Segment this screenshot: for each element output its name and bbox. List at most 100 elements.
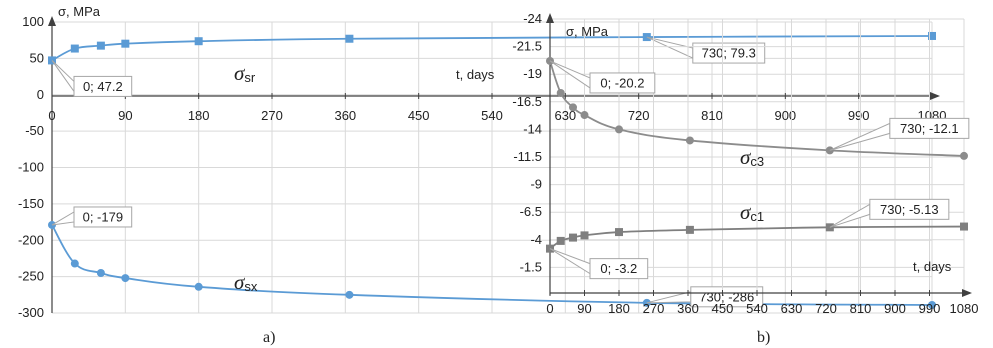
chart-a-annotations: 0; 47.2 730; 79.3 0; -179 730; -286 — [51, 36, 766, 308]
data-point — [121, 39, 130, 48]
data-point — [194, 37, 203, 46]
annotation-callout: 0; -20.2 — [549, 60, 656, 94]
y-tick-label: -250 — [18, 269, 44, 284]
x-tick-label: 360 — [334, 108, 356, 123]
x-tick-label: 90 — [577, 301, 591, 316]
annotation-callout: 0; -3.2 — [549, 248, 649, 280]
y-tick-label: -200 — [18, 232, 44, 247]
y-tick-label: -100 — [18, 160, 44, 175]
data-point — [569, 103, 577, 112]
y-tick-label: -24 — [523, 11, 542, 26]
annotation-box — [73, 206, 133, 228]
data-point — [960, 151, 968, 160]
x-tick-label: 810 — [850, 301, 872, 316]
x-tick-label: 1080 — [950, 301, 979, 316]
chart-b-y-axis-label: σ, MPa — [566, 24, 609, 39]
x-tick-label: 0 — [546, 301, 553, 316]
annotation-box — [692, 42, 766, 64]
series-label-sigma-c3: σc3 — [740, 145, 764, 169]
data-point — [928, 300, 936, 309]
annotation-box — [869, 198, 950, 220]
y-tick-label: -19 — [523, 66, 542, 81]
annotation-pointer — [51, 60, 75, 93]
series-label-sigma-c1: σc1 — [740, 200, 764, 224]
data-point — [569, 233, 577, 242]
data-point — [194, 282, 203, 291]
annotation-text: 0; -20.2 — [600, 75, 644, 90]
data-point — [345, 290, 354, 299]
data-point — [928, 31, 936, 40]
y-tick-label: -150 — [18, 196, 44, 211]
annotation-callout: 0; -179 — [51, 206, 133, 228]
annotation-box — [690, 286, 764, 308]
data-point — [96, 41, 105, 50]
series-line — [51, 224, 933, 306]
annotation-pointer — [51, 211, 75, 226]
y-tick-label: -16.5 — [512, 94, 542, 109]
y-tick-label: -6.5 — [520, 204, 542, 219]
x-tick-label: 270 — [261, 108, 283, 123]
data-point — [960, 222, 968, 231]
chart-b-caption: b) — [757, 329, 770, 346]
y-tick-label: 0 — [37, 87, 44, 102]
y-tick-label: -50 — [25, 123, 44, 138]
chart-b: -24 -21.5 -19 -16.5 -14 -11.5 -9 -6.5 -4 -1.5 0 90 1… — [512, 11, 978, 346]
y-tick-label: 100 — [22, 14, 44, 29]
data-point — [556, 236, 565, 245]
x-tick-label: 720 — [628, 108, 650, 123]
annotation-text: 0; -3.2 — [600, 261, 637, 276]
x-tick-label: 180 — [608, 301, 630, 316]
chart-a-x-axis-label: t, days — [456, 67, 495, 82]
x-tick-label: 900 — [884, 301, 906, 316]
data-point — [580, 111, 589, 120]
series-sigma-symbol: σ — [234, 270, 246, 294]
data-point — [615, 228, 623, 237]
x-tick-label: 540 — [481, 108, 503, 123]
data-point — [685, 136, 694, 145]
x-tick-label: 630 — [781, 301, 803, 316]
chart-a-y-axis-label: σ, MPa — [58, 4, 101, 19]
annotation-callout: 0; 47.2 — [51, 60, 133, 97]
chart-a-axes — [48, 16, 940, 313]
x-tick-label: 990 — [848, 108, 870, 123]
annotation-text: 730; 79.3 — [702, 46, 756, 61]
x-tick-label: 180 — [188, 108, 210, 123]
series-sigma-symbol: σ — [740, 145, 752, 169]
data-point — [121, 274, 130, 283]
chart-a: 100 50 0 -50 -100 -150 -200 -250 -300 0 90 180 270 36… — [18, 4, 946, 346]
chart-a-tick-labels: 100 50 0 -50 -100 -150 -200 -250 -300 0 90 180 270 36… — [18, 14, 946, 320]
series-subscript: c3 — [750, 154, 764, 169]
series-label-sigma-sx: σsx — [234, 270, 258, 294]
y-tick-label: -300 — [18, 305, 44, 320]
x-tick-label: 810 — [701, 108, 723, 123]
x-tick-label: 270 — [643, 301, 665, 316]
x-tick-label: 90 — [118, 108, 132, 123]
data-point — [580, 231, 589, 240]
series-sigma-symbol: σ — [740, 200, 752, 224]
data-point — [70, 259, 79, 268]
annotation-text: 730; -12.1 — [900, 121, 959, 136]
x-tick-label: 900 — [774, 108, 796, 123]
annotation-callout: 730; -5.13 — [829, 198, 950, 228]
x-tick-label: 720 — [815, 301, 837, 316]
annotation-box — [589, 258, 649, 280]
data-point — [70, 44, 79, 53]
chart-a-grid — [51, 21, 933, 314]
series-subscript: c1 — [750, 209, 764, 224]
annotation-callout: 730; -12.1 — [829, 117, 970, 151]
series-subscript: sx — [244, 279, 258, 294]
annotation-box — [73, 75, 133, 97]
annotation-callout: 730; 79.3 — [646, 36, 766, 64]
y-tick-label: -4 — [530, 232, 542, 247]
annotation-pointer — [829, 203, 871, 228]
chart-b-x-axis-label: t, days — [913, 259, 952, 274]
y-tick-label: -9 — [530, 177, 542, 192]
y-tick-label: 50 — [30, 50, 44, 65]
annotation-pointer — [829, 122, 891, 151]
x-tick-label: 450 — [712, 301, 734, 316]
annotation-text: 0; 47.2 — [83, 79, 123, 94]
x-tick-label: 630 — [554, 108, 576, 123]
x-tick-label: 360 — [677, 301, 699, 316]
y-axis-arrow — [48, 16, 56, 26]
